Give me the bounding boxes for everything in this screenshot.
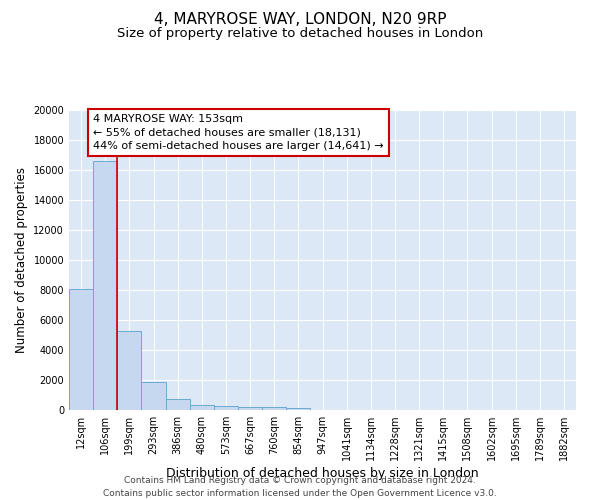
Text: 4 MARYROSE WAY: 153sqm
← 55% of detached houses are smaller (18,131)
44% of semi: 4 MARYROSE WAY: 153sqm ← 55% of detached… [93, 114, 384, 151]
Bar [69, 288, 93, 410]
Bar [214, 406, 238, 410]
Bar [190, 406, 214, 410]
Bar [117, 330, 142, 410]
Text: Contains HM Land Registry data © Crown copyright and database right 2024.
Contai: Contains HM Land Registry data © Crown c… [103, 476, 497, 498]
Bar [166, 399, 190, 410]
Bar [142, 382, 166, 410]
Bar [238, 407, 262, 410]
Bar [286, 408, 310, 410]
Bar [262, 408, 286, 410]
Bar [93, 161, 117, 410]
Text: Size of property relative to detached houses in London: Size of property relative to detached ho… [117, 28, 483, 40]
Y-axis label: Number of detached properties: Number of detached properties [15, 167, 28, 353]
X-axis label: Distribution of detached houses by size in London: Distribution of detached houses by size … [166, 468, 479, 480]
Text: 4, MARYROSE WAY, LONDON, N20 9RP: 4, MARYROSE WAY, LONDON, N20 9RP [154, 12, 446, 28]
